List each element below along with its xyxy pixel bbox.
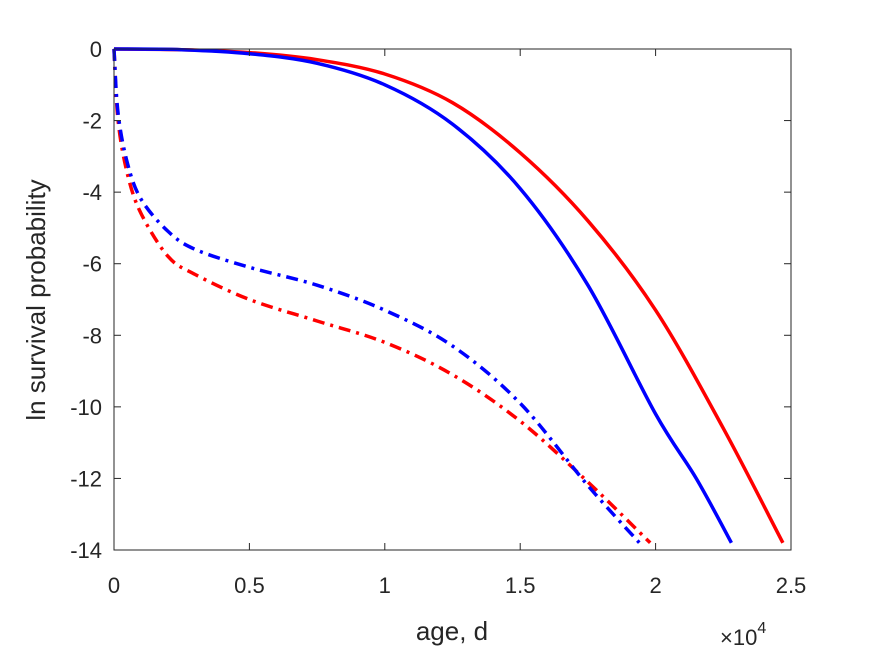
x-tick-label: 1.5 [505,573,536,598]
y-axis-title: ln survival probability [21,179,51,420]
x-exponent-label: ×104 [720,620,766,650]
tick-layer: 0 0.5 1 1.5 2 2.5 0 -2 -4 -6 -8 -10 -12 -14 [70,37,806,598]
x-exponent-base: ×10 [720,625,757,650]
y-tick-label: -12 [70,466,102,491]
y-tick-label: -14 [70,538,102,563]
series-layer [112,47,785,545]
y-tick-label: 0 [90,37,102,62]
axes-box [113,48,792,551]
y-tick-label: -6 [82,252,102,277]
x-axis-title: age, d [416,616,488,646]
plot-area [114,49,791,550]
series-line-2 [113,47,733,544]
y-tick-label: -8 [82,323,102,348]
x-tick-label: 2 [649,573,661,598]
x-exponent-power: 4 [757,620,766,637]
y-tick-label: -10 [70,395,102,420]
series-line-4 [112,48,641,544]
y-tick-label: -2 [82,109,102,134]
series-line-3 [112,48,652,545]
x-tick-label: 0.5 [234,573,265,598]
x-tick-label: 2.5 [776,573,807,598]
x-tick-label: 0 [108,573,120,598]
y-tick-label: -4 [82,180,102,205]
x-tick-label: 1 [379,573,391,598]
